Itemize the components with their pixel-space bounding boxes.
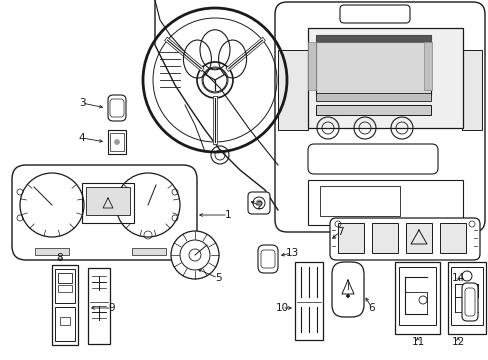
Text: 3: 3	[79, 98, 85, 108]
Text: 10: 10	[275, 303, 288, 313]
Bar	[58, 273, 72, 283]
FancyBboxPatch shape	[108, 95, 126, 121]
FancyBboxPatch shape	[329, 218, 479, 260]
FancyBboxPatch shape	[247, 192, 269, 214]
Bar	[405, 223, 431, 253]
Circle shape	[171, 231, 219, 279]
Bar	[371, 223, 397, 253]
Text: 4: 4	[79, 133, 85, 143]
Circle shape	[114, 139, 119, 144]
Bar	[461, 50, 481, 130]
FancyBboxPatch shape	[274, 2, 484, 232]
Text: 9: 9	[108, 303, 115, 313]
Text: 6: 6	[368, 303, 375, 313]
Text: 2: 2	[256, 201, 263, 211]
Bar	[86, 187, 130, 215]
Circle shape	[346, 294, 349, 297]
Text: 11: 11	[410, 337, 424, 347]
Circle shape	[256, 200, 262, 206]
Bar	[307, 28, 462, 128]
Bar	[35, 248, 69, 255]
Bar	[110, 133, 124, 151]
Bar	[294, 262, 323, 340]
Bar	[58, 285, 72, 292]
Bar	[315, 105, 430, 115]
FancyBboxPatch shape	[461, 283, 477, 321]
Text: 5: 5	[214, 273, 221, 283]
Bar	[398, 267, 435, 325]
Bar	[447, 262, 485, 334]
Bar	[88, 268, 110, 344]
Bar	[132, 248, 165, 255]
Bar	[337, 223, 363, 253]
Text: 1: 1	[224, 210, 231, 220]
FancyBboxPatch shape	[331, 262, 363, 317]
Bar	[52, 265, 78, 345]
Bar	[278, 50, 307, 130]
Bar	[82, 183, 134, 223]
Text: 8: 8	[57, 253, 63, 263]
Bar	[439, 223, 465, 253]
Bar	[315, 35, 430, 42]
Bar	[394, 262, 439, 334]
Bar	[450, 267, 482, 325]
Bar	[315, 35, 430, 95]
Bar	[55, 307, 75, 341]
Bar	[55, 269, 75, 303]
Bar	[307, 42, 315, 90]
Bar	[307, 180, 462, 225]
Text: 7: 7	[336, 227, 343, 237]
Bar	[108, 130, 126, 154]
Text: 13: 13	[285, 248, 298, 258]
Bar	[315, 93, 430, 101]
Text: 12: 12	[450, 337, 464, 347]
Bar	[319, 186, 399, 216]
Text: 14: 14	[450, 273, 464, 283]
Bar	[423, 42, 431, 90]
FancyBboxPatch shape	[258, 245, 278, 273]
Bar	[60, 317, 70, 325]
FancyBboxPatch shape	[12, 165, 197, 260]
